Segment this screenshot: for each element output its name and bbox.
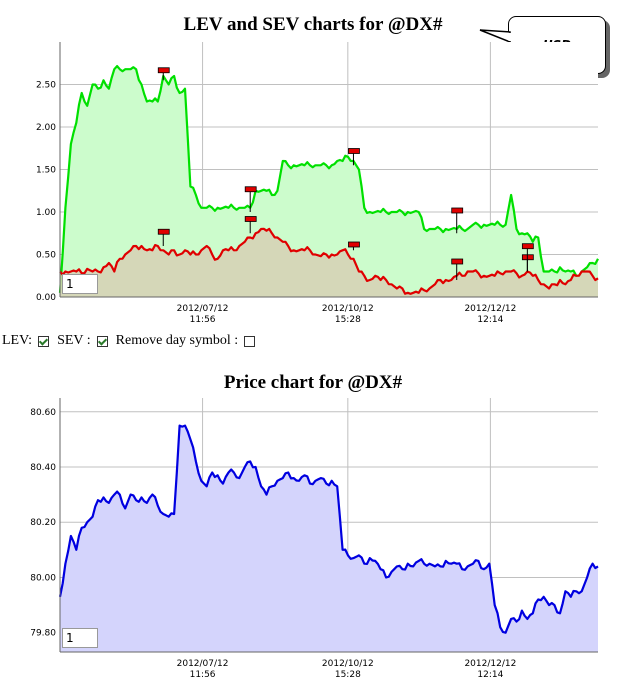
y-tick-label: 2.50 [36, 81, 56, 91]
series-line [58, 424, 599, 634]
x-tick-date: 2012/10/12 [322, 659, 374, 669]
y-tick-label: 1.50 [36, 166, 56, 176]
lev-zoom-input[interactable]: 1 [62, 274, 98, 294]
series-line [59, 227, 599, 295]
sev-checkbox[interactable] [96, 335, 108, 347]
y-tick-label: 79.80 [30, 629, 56, 639]
flag-marker [157, 228, 170, 235]
remove-day-symbol-checkbox[interactable] [244, 335, 256, 347]
y-tick-label: 80.40 [30, 463, 56, 473]
series-area [60, 228, 598, 297]
series-line [58, 65, 599, 293]
x-tick-date: 2012/07/12 [177, 659, 229, 669]
x-tick-date: 2012/12/12 [464, 304, 516, 314]
y-tick-label: 0.00 [36, 293, 56, 303]
flag-marker [521, 243, 534, 250]
flag-marker [244, 186, 257, 193]
x-tick-time: 12:14 [477, 315, 503, 325]
y-tick-label: 80.60 [30, 408, 56, 418]
y-tick-label: 80.20 [30, 518, 56, 528]
x-tick-date: 2012/12/12 [464, 659, 516, 669]
x-tick-date: 2012/07/12 [177, 304, 229, 314]
sev-label: SEV : [57, 333, 91, 348]
lev-label: LEV: [2, 333, 33, 348]
flag-marker [348, 241, 360, 248]
price-chart-title: Price chart for @DX# [223, 372, 403, 393]
flag-marker [348, 148, 360, 154]
series-area [60, 425, 598, 652]
x-tick-time: 11:56 [190, 670, 216, 680]
chart-controls: LEV: SEV : Remove day symbol : [2, 333, 259, 349]
x-tick-time: 15:28 [335, 670, 361, 680]
x-tick-time: 15:28 [335, 315, 361, 325]
lev-sev-chart-title: LEV and SEV charts for @DX# [183, 14, 443, 35]
flag-marker [451, 207, 464, 214]
y-tick-label: 0.50 [36, 251, 56, 261]
remove-day-symbol-label: Remove day symbol : [115, 333, 239, 348]
flag-marker [157, 67, 170, 74]
price-zoom-input[interactable]: 1 [62, 628, 98, 648]
x-tick-date: 2012/10/12 [322, 304, 374, 314]
y-tick-label: 2.00 [36, 123, 56, 133]
flag-marker [244, 216, 257, 222]
flag-marker [451, 258, 464, 265]
series-area [60, 66, 598, 297]
y-tick-label: 1.00 [36, 208, 56, 218]
x-tick-time: 11:56 [190, 315, 216, 325]
x-tick-time: 12:14 [477, 670, 503, 680]
y-tick-label: 80.00 [30, 573, 56, 583]
lev-checkbox[interactable] [38, 335, 50, 347]
